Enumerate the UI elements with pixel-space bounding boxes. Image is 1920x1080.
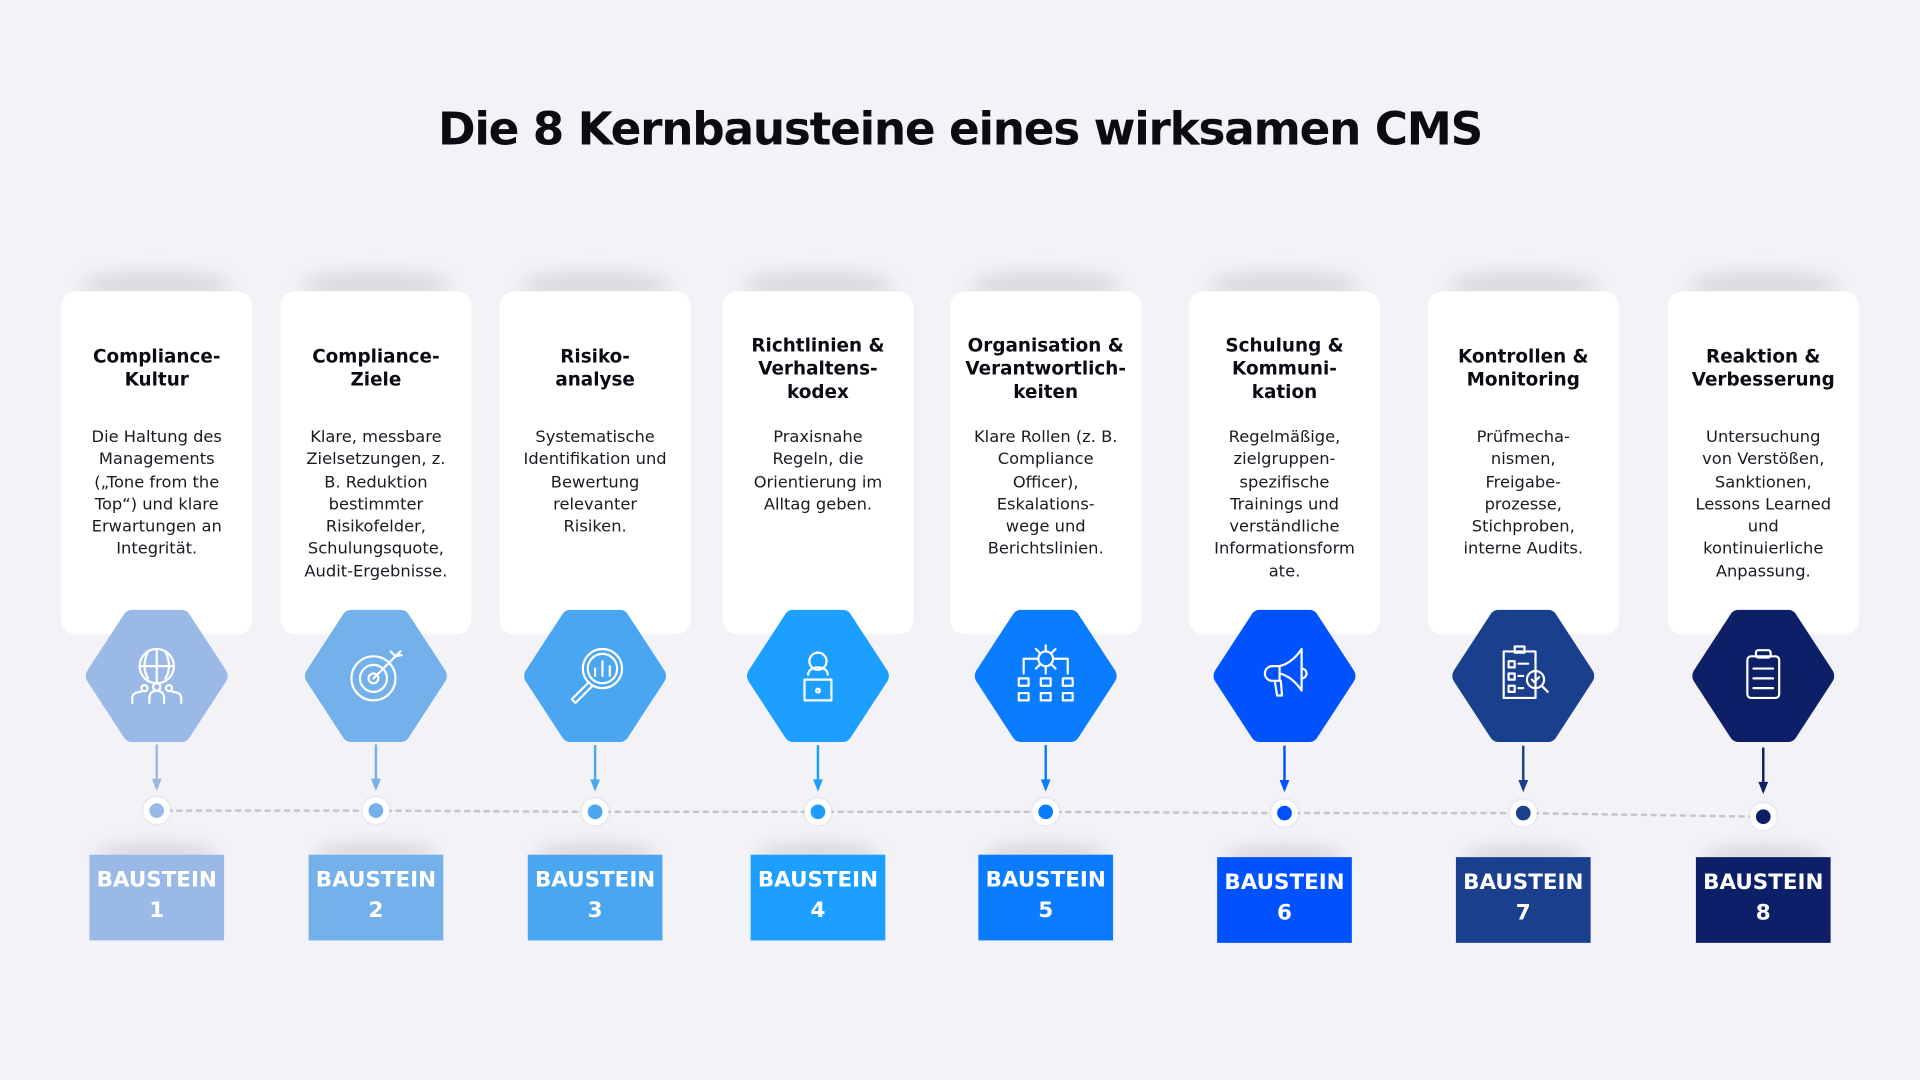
hexagon-badge bbox=[974, 609, 1117, 743]
baustein-column: Reaktion & Verbesserung Untersuchung von… bbox=[1653, 0, 1873, 1080]
card-description: Klare, messbare Zielsetzungen, z. B. Red… bbox=[304, 428, 448, 582]
baustein-column: Kontrollen & Monitoring Prüfmecha- nisme… bbox=[1413, 0, 1633, 1080]
baustein-column: Risiko- analyse Systematische Identifika… bbox=[485, 0, 705, 1080]
dashed-connector-segment bbox=[1523, 811, 1764, 818]
baustein-label: BAUSTEIN 6 bbox=[1217, 857, 1352, 943]
arrow-down-icon bbox=[371, 744, 381, 792]
person-laptop-icon bbox=[803, 651, 833, 702]
card-title: Kontrollen & Monitoring bbox=[1457, 345, 1589, 391]
card-title: Schulung & Kommuni- kation bbox=[1225, 334, 1344, 403]
hexagon-badge bbox=[85, 609, 228, 743]
baustein-label: BAUSTEIN 8 bbox=[1695, 857, 1831, 943]
baustein-column: Compliance- Ziele Klare, messbare Zielse… bbox=[266, 0, 486, 1080]
clipboard-icon bbox=[1746, 649, 1781, 700]
timeline-dot bbox=[1271, 799, 1298, 827]
hexagon-badge bbox=[304, 609, 447, 743]
hexagon-badge bbox=[1452, 609, 1595, 743]
dashed-connector-segment bbox=[375, 809, 596, 814]
baustein-label: BAUSTEIN 3 bbox=[527, 854, 663, 941]
hexagon-badge bbox=[1692, 609, 1835, 743]
dashed-connector-segment bbox=[1045, 810, 1285, 815]
page-title: Die 8 Kernbausteine eines wirksamen CMS bbox=[437, 102, 1483, 156]
timeline-dot bbox=[1749, 803, 1777, 831]
card-title: Risiko- analyse bbox=[555, 345, 635, 391]
hexagon-badge bbox=[746, 609, 889, 743]
gear-hierarchy-icon bbox=[1017, 644, 1074, 702]
card-description: Untersuchung von Verstößen, Sanktionen, … bbox=[1695, 428, 1832, 582]
arrow-down-icon bbox=[1040, 745, 1051, 792]
card-description: Die Haltung des Managements („Tone from … bbox=[91, 428, 222, 559]
baustein-card: Risiko- analyse Systematische Identifika… bbox=[499, 291, 691, 635]
checklist-magnifier-icon bbox=[1502, 645, 1549, 700]
arrow-down-icon bbox=[151, 744, 162, 792]
hexagon-badge bbox=[1213, 609, 1356, 743]
card-description: Regelmäßige, zielgruppen- spezifische Tr… bbox=[1214, 428, 1355, 582]
card-title: Compliance- Kultur bbox=[93, 345, 221, 391]
baustein-column: Organisation & Verantwortlich- keiten Kl… bbox=[936, 0, 1156, 1080]
timeline-dot bbox=[1509, 799, 1537, 827]
baustein-column: Schulung & Kommuni- kation Regelmäßige, … bbox=[1174, 0, 1394, 1080]
baustein-label: BAUSTEIN 7 bbox=[1455, 857, 1591, 943]
card-description: Prüfmecha- nismen, Freigabe- prozesse, S… bbox=[1463, 428, 1584, 559]
card-description: Praxisnahe Regeln, die Orientierung im A… bbox=[753, 428, 883, 515]
arrow-down-icon bbox=[1758, 747, 1769, 795]
baustein-card: Compliance- Kultur Die Haltung des Manag… bbox=[61, 291, 253, 635]
globe-people-icon bbox=[131, 647, 183, 704]
baustein-card: Reaktion & Verbesserung Untersuchung von… bbox=[1667, 291, 1859, 635]
baustein-label: BAUSTEIN 1 bbox=[89, 854, 225, 941]
baustein-card: Richtlinien & Verhaltens- kodex Praxisna… bbox=[722, 291, 914, 635]
card-title: Organisation & Verantwortlich- keiten bbox=[965, 334, 1126, 403]
card-title: Compliance- Ziele bbox=[312, 345, 440, 391]
baustein-label: BAUSTEIN 2 bbox=[308, 854, 444, 941]
arrow-down-icon bbox=[1279, 745, 1290, 793]
target-arrow-icon bbox=[350, 650, 403, 702]
timeline-dot bbox=[143, 797, 171, 825]
megaphone-icon bbox=[1263, 647, 1308, 697]
timeline-dot bbox=[1032, 798, 1060, 826]
baustein-card: Kontrollen & Monitoring Prüfmecha- nisme… bbox=[1427, 291, 1619, 635]
timeline-dot bbox=[362, 797, 390, 825]
baustein-card: Schulung & Kommuni- kation Regelmäßige, … bbox=[1188, 291, 1381, 635]
card-title: Richtlinien & Verhaltens- kodex bbox=[751, 334, 885, 403]
baustein-card: Organisation & Verantwortlich- keiten Kl… bbox=[950, 291, 1142, 635]
timeline-dot bbox=[804, 798, 832, 826]
baustein-label: BAUSTEIN 5 bbox=[978, 854, 1114, 941]
card-title: Reaktion & Verbesserung bbox=[1691, 345, 1835, 391]
baustein-card: Compliance- Ziele Klare, messbare Zielse… bbox=[280, 291, 472, 635]
arrow-down-icon bbox=[813, 745, 823, 792]
arrow-down-icon bbox=[1518, 745, 1529, 793]
timeline-dot bbox=[581, 798, 609, 826]
arrow-down-icon bbox=[590, 745, 601, 792]
card-description: Klare Rollen (z. B. Compliance Officer),… bbox=[974, 428, 1118, 559]
hexagon-badge bbox=[524, 609, 667, 743]
baustein-column: Compliance- Kultur Die Haltung des Manag… bbox=[47, 0, 267, 1080]
magnifier-chart-icon bbox=[570, 647, 624, 704]
baustein-label: BAUSTEIN 4 bbox=[750, 854, 886, 941]
baustein-column: Richtlinien & Verhaltens- kodex Praxisna… bbox=[708, 0, 928, 1080]
card-description: Systematische Identifikation und Bewertu… bbox=[523, 428, 667, 537]
